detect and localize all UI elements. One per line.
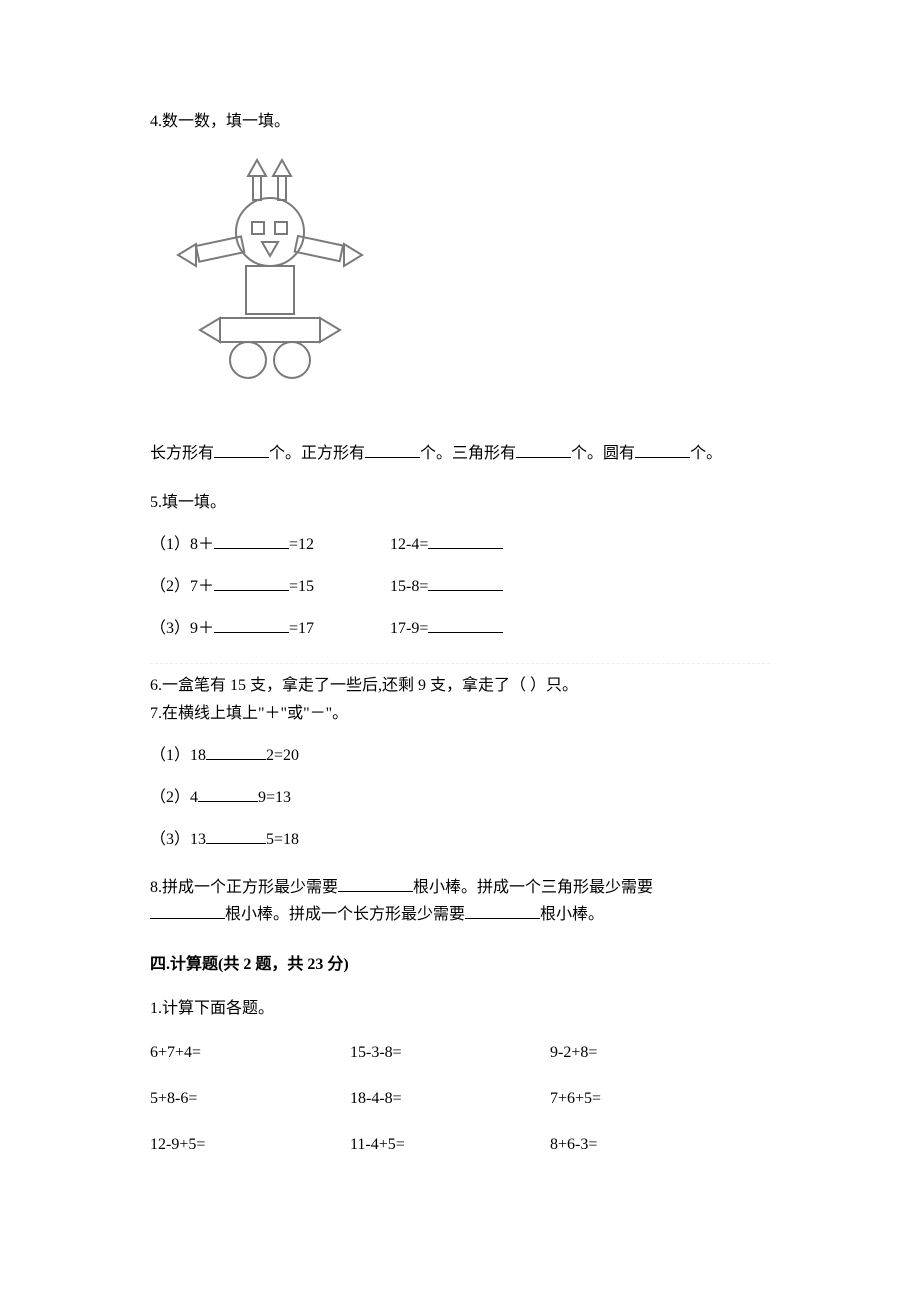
q7-3-suffix: 5=18 <box>266 831 299 848</box>
question-5: 5.填一填。 （1）8＋ =12 12-4= （2）7＋ =15 15-8= （3）… <box>150 491 770 641</box>
q5-3-right: 17-9= <box>390 620 428 637</box>
calc-grid: 6+7+4= 15-3-8= 9-2+8= 5+8-6= 18-4-8= 7+6… <box>150 1041 770 1157</box>
calc-cell: 9-2+8= <box>550 1041 750 1065</box>
calc-cell: 8+6-3= <box>550 1133 750 1157</box>
q5-1-right: 12-4= <box>390 536 428 553</box>
divider <box>150 663 770 664</box>
q8-p2: 根小棒。拼成一个三角形最少需要 <box>413 879 653 896</box>
q7-row-2: （2）4 9=13 <box>150 786 770 810</box>
q5-2-left-suffix: =15 <box>289 578 314 595</box>
calc-cell: 7+6+5= <box>550 1087 750 1111</box>
section-4-title: 四.计算题(共 2 题，共 23 分) <box>150 953 770 977</box>
question-8: 8.拼成一个正方形最少需要 根小棒。拼成一个三角形最少需要 根小棒。拼成一个长方形… <box>150 874 770 928</box>
question-7: 7.在横线上填上"＋"或"－"。 （1）18 2=20 （2）4 9=13 （3）1… <box>150 702 770 852</box>
robot-figure-svg <box>160 154 390 404</box>
q5-2-left-blank[interactable] <box>214 575 289 591</box>
q4-rect-label: 长方形有 <box>150 445 214 462</box>
q5-3-left-blank[interactable] <box>214 617 289 633</box>
q4-square-label: 个。正方形有 <box>269 445 365 462</box>
q8-blank-3[interactable] <box>465 903 540 919</box>
s4-q1-title: 1.计算下面各题。 <box>150 997 770 1021</box>
question-4: 4.数一数，填一填。 <box>150 110 770 466</box>
q5-2-right-blank[interactable] <box>428 575 503 591</box>
q7-3-prefix: （3）13 <box>150 831 206 848</box>
q7-row-1: （1）18 2=20 <box>150 744 770 768</box>
q5-3-right-blank[interactable] <box>428 617 503 633</box>
q6-text: 6.一盒笔有 15 支，拿走了一些后,还剩 9 支，拿走了（ ）只。 <box>150 677 578 694</box>
q5-1-left-prefix: （1）8＋ <box>150 536 214 553</box>
blank-square[interactable] <box>365 442 420 458</box>
calc-cell: 15-3-8= <box>350 1041 550 1065</box>
blank-rect[interactable] <box>214 442 269 458</box>
q4-fill-blanks: 长方形有 个。正方形有 个。三角形有 个。圆有 个。 <box>150 442 770 466</box>
q7-1-prefix: （1）18 <box>150 747 206 764</box>
q7-title: 7.在横线上填上"＋"或"－"。 <box>150 702 770 726</box>
q7-row-3: （3）13 5=18 <box>150 828 770 852</box>
question-6: 6.一盒笔有 15 支，拿走了一些后,还剩 9 支，拿走了（ ）只。 <box>150 674 770 698</box>
q5-1-left-suffix: =12 <box>289 536 314 553</box>
q4-triangle-label: 个。三角形有 <box>420 445 516 462</box>
q8-blank-1[interactable] <box>338 876 413 892</box>
q8-p1: 8.拼成一个正方形最少需要 <box>150 879 338 896</box>
q5-2-left-prefix: （2）7＋ <box>150 578 214 595</box>
calc-cell: 18-4-8= <box>350 1087 550 1111</box>
q8-p3: 根小棒。拼成一个长方形最少需要 <box>225 906 465 923</box>
blank-circle[interactable] <box>635 442 690 458</box>
q7-1-blank[interactable] <box>206 744 266 760</box>
q5-1-left-blank[interactable] <box>214 533 289 549</box>
q7-3-blank[interactable] <box>206 828 266 844</box>
q8-blank-2[interactable] <box>150 903 225 919</box>
calc-cell: 5+8-6= <box>150 1087 350 1111</box>
q5-row-3: （3）9＋ =17 17-9= <box>150 617 770 641</box>
calc-cell: 6+7+4= <box>150 1041 350 1065</box>
calc-cell: 12-9+5= <box>150 1133 350 1157</box>
q8-p4: 根小棒。 <box>540 906 604 923</box>
q5-title: 5.填一填。 <box>150 491 770 515</box>
q7-1-suffix: 2=20 <box>266 747 299 764</box>
q5-1-right-blank[interactable] <box>428 533 503 549</box>
q4-circle-label: 个。圆有 <box>571 445 635 462</box>
q4-end-label: 个。 <box>690 445 722 462</box>
q5-3-left-suffix: =17 <box>289 620 314 637</box>
calc-cell: 11-4+5= <box>350 1133 550 1157</box>
q7-2-prefix: （2）4 <box>150 789 198 806</box>
q4-title: 4.数一数，填一填。 <box>150 110 770 134</box>
q4-figure <box>160 154 770 412</box>
section-4-q1: 1.计算下面各题。 6+7+4= 15-3-8= 9-2+8= 5+8-6= 1… <box>150 997 770 1157</box>
q5-row-2: （2）7＋ =15 15-8= <box>150 575 770 599</box>
q5-2-right: 15-8= <box>390 578 428 595</box>
q5-row-1: （1）8＋ =12 12-4= <box>150 533 770 557</box>
q7-2-suffix: 9=13 <box>258 789 291 806</box>
q5-3-left-prefix: （3）9＋ <box>150 620 214 637</box>
q7-2-blank[interactable] <box>198 786 258 802</box>
blank-triangle[interactable] <box>516 442 571 458</box>
